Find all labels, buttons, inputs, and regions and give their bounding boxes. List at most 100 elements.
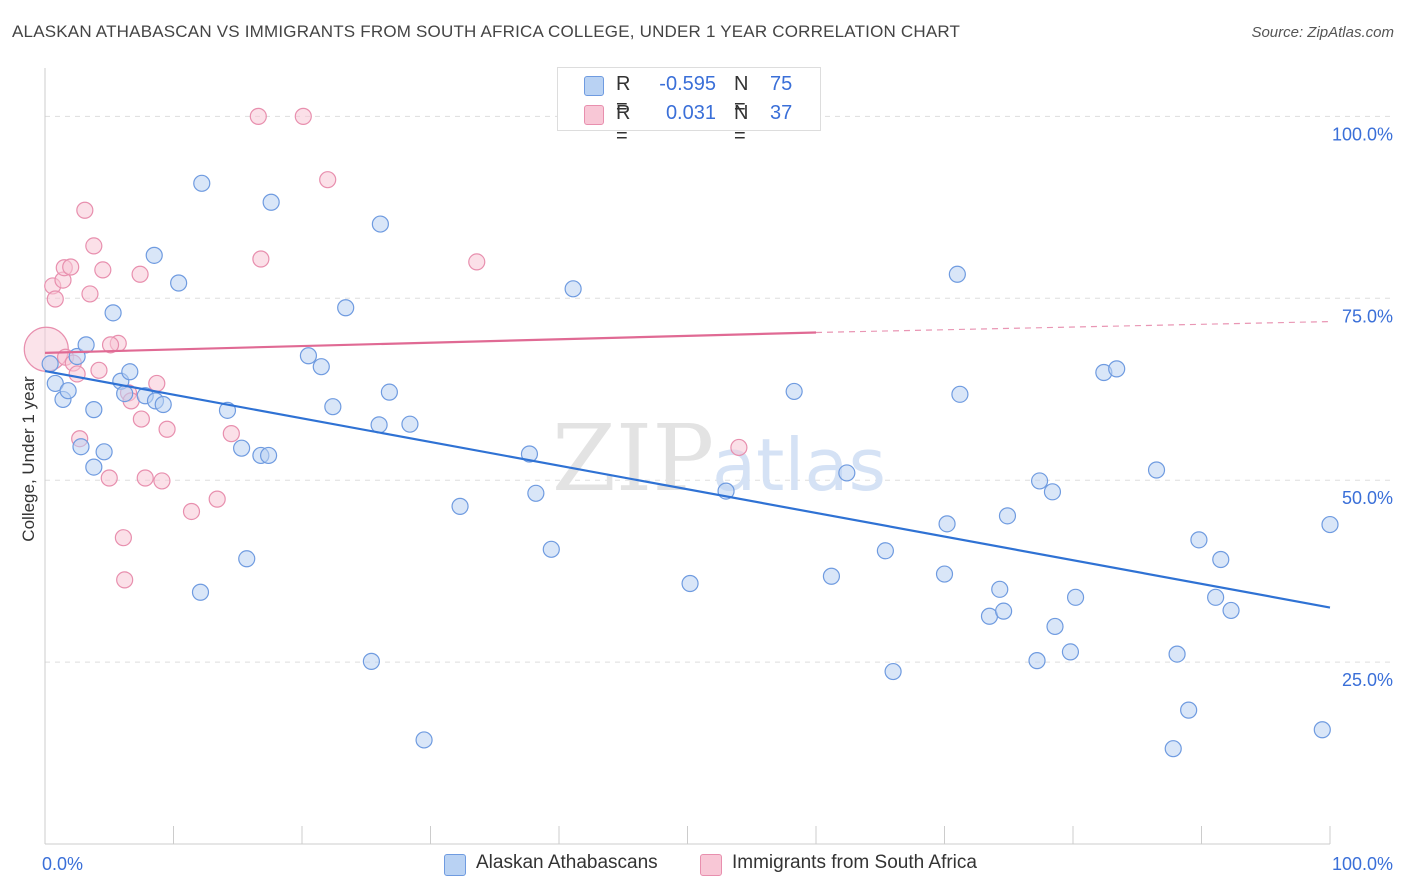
athabascan-point	[299, 347, 318, 365]
chart-title: ALASKAN ATHABASCAN VS IMMIGRANTS FROM SO…	[12, 22, 961, 41]
athabascan-point	[262, 193, 280, 211]
y-tick-label: 25.0%	[1342, 670, 1393, 690]
athabascan-point	[838, 464, 856, 482]
south-africa-point	[468, 253, 486, 271]
legend-n-label: N =	[734, 102, 749, 147]
athabascan-point	[1061, 643, 1080, 661]
south-africa-point	[76, 201, 94, 219]
athabascan-point	[145, 246, 163, 264]
athabascan-point	[41, 355, 59, 373]
athabascan-trend-line	[44, 369, 1331, 609]
athabascan-point	[1168, 645, 1186, 663]
legend-r-value: -0.595	[659, 73, 716, 95]
y-axis-label: College, Under 1 year	[19, 376, 38, 542]
tick-labels: 25.0% 50.0% 75.0% 100.0% 0.0% 100.0%	[42, 124, 1393, 874]
athabascan-point	[193, 174, 211, 192]
athabascan-point	[527, 484, 545, 502]
athabascan-point	[785, 382, 803, 401]
south-africa-point	[252, 250, 270, 268]
athabascan-point	[935, 565, 954, 583]
x-tick-label: 0.0%	[42, 854, 83, 874]
athabascan-point	[104, 304, 122, 322]
south-africa-trend-extension	[815, 320, 1331, 334]
athabascan-point	[191, 583, 210, 601]
legend-swatch-blue	[444, 854, 466, 876]
south-africa-point	[158, 420, 176, 438]
athabascan-point	[884, 662, 902, 681]
athabascan-point	[77, 336, 95, 354]
legend-swatch-pink	[700, 854, 722, 876]
athabascan-point	[1212, 550, 1230, 569]
south-africa-trend-line	[44, 331, 817, 354]
athabascan-point	[121, 363, 139, 381]
athabascan-point	[876, 542, 894, 560]
gridlines	[45, 115, 1392, 663]
south-africa-point	[153, 472, 171, 490]
south-africa-point	[116, 571, 134, 589]
legend-n-value: 75	[770, 73, 793, 95]
athabascan-point	[116, 385, 134, 403]
athabascan-point	[822, 567, 841, 585]
south-africa-point	[101, 336, 120, 354]
athabascan-point	[1028, 652, 1046, 670]
south-africa-point	[730, 438, 748, 457]
athabascan-point	[1108, 360, 1126, 378]
athabascan-point	[46, 374, 64, 393]
athabascan-point	[1321, 515, 1339, 534]
athabascan-point	[1313, 721, 1331, 739]
athabascan-point	[681, 574, 699, 593]
athabascan-point	[1222, 601, 1240, 620]
watermark-zip: ZIP	[552, 405, 714, 512]
y-tick-label: 75.0%	[1342, 306, 1393, 326]
athabascan-point	[948, 265, 966, 283]
south-africa-point	[100, 469, 118, 487]
south-africa-point	[90, 361, 108, 379]
athabascan-point	[362, 652, 380, 670]
data-points	[23, 107, 1339, 758]
athabascan-point	[998, 507, 1017, 525]
athabascan-point	[154, 395, 172, 414]
athabascan-point	[1190, 531, 1208, 549]
legend-r-label: R =	[616, 102, 631, 147]
south-africa-point	[46, 290, 64, 308]
athabascan-point	[72, 438, 90, 456]
south-africa-point	[114, 529, 132, 547]
athabascan-point	[312, 358, 330, 376]
athabascan-point	[324, 398, 342, 416]
axes	[44, 68, 1331, 845]
south-africa-point	[81, 285, 99, 303]
correlation-legend: R = -0.595 N = 75 R = 0.031 N = 37	[557, 67, 821, 147]
athabascan-point	[238, 550, 256, 568]
athabascan-point	[1030, 472, 1049, 490]
south-africa-point	[294, 107, 312, 125]
trend-lines	[44, 320, 1331, 609]
south-africa-point	[62, 258, 80, 276]
athabascan-point	[938, 515, 956, 533]
y-tick-label: 100.0%	[1332, 124, 1393, 144]
athabascan-point	[520, 445, 539, 463]
south-africa-point	[182, 502, 201, 521]
athabascan-point	[951, 385, 969, 403]
legend-swatch-pink	[584, 105, 604, 125]
south-africa-point	[249, 107, 267, 125]
athabascan-point	[337, 299, 355, 317]
athabascan-point	[233, 439, 251, 457]
legend-r-value: 0.031	[665, 102, 716, 124]
south-africa-point	[136, 469, 154, 487]
legend-n-label: N =	[734, 73, 749, 118]
south-africa-point	[222, 425, 240, 443]
athabascan-point	[85, 458, 103, 476]
y-tick-label: 50.0%	[1342, 488, 1393, 508]
watermark-atlas: atlas	[712, 423, 886, 507]
source-label: Source: ZipAtlas.com	[1251, 24, 1394, 41]
athabascan-point	[59, 382, 77, 400]
south-africa-point	[68, 365, 86, 383]
legend-label: Immigrants from South Africa	[732, 852, 977, 873]
athabascan-point	[401, 415, 419, 433]
athabascan-point	[415, 731, 433, 749]
athabascan-point	[259, 446, 278, 465]
south-africa-point	[208, 490, 226, 508]
legend-n-value: 37	[770, 102, 793, 124]
athabascan-point	[1164, 740, 1182, 758]
athabascan-point	[542, 540, 560, 558]
